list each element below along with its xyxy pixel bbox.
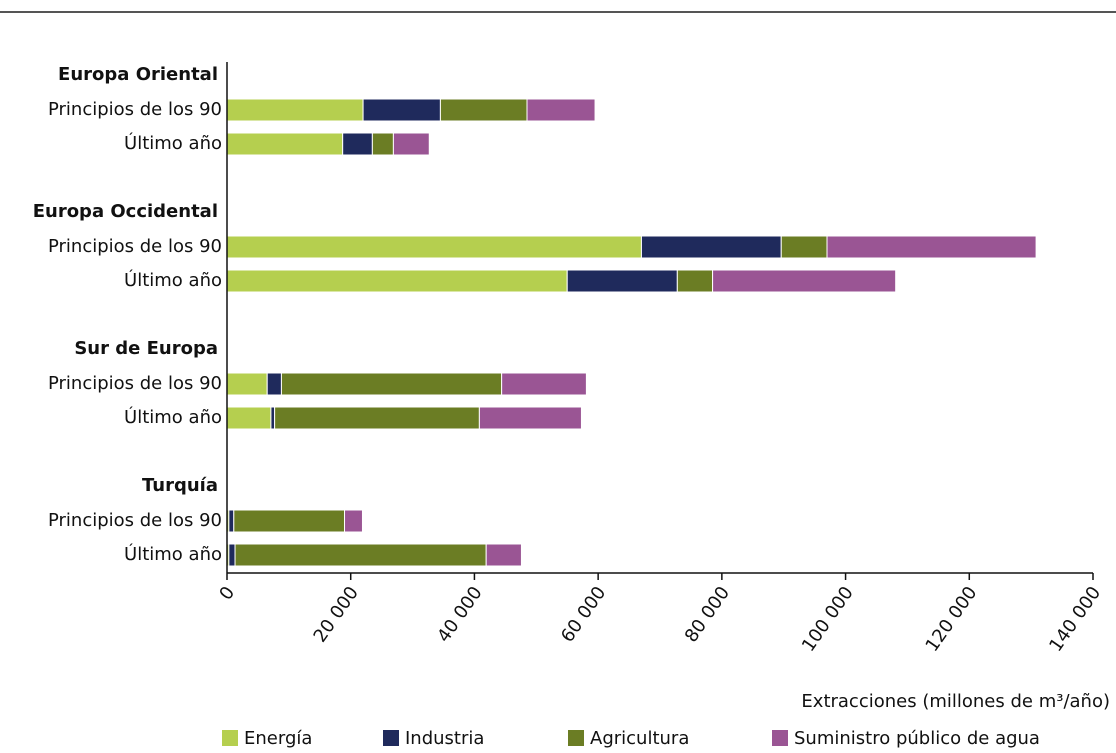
y-tick-label: Último año: [124, 269, 222, 291]
bar-segment: [676, 269, 714, 293]
bar-segment: [226, 235, 642, 259]
x-tick-label: 20 000: [310, 583, 363, 647]
bar-segment: [712, 269, 897, 293]
bar-segment: [485, 543, 522, 567]
bar-segment: [274, 406, 480, 430]
bar-segment: [566, 269, 678, 293]
bar-segment: [478, 406, 582, 430]
legend-label: Energía: [244, 728, 312, 749]
bar-segment: [501, 372, 587, 396]
bar-segment: [371, 132, 394, 156]
x-tick-label: 40 000: [433, 583, 486, 647]
x-tick-label: 60 000: [557, 583, 610, 647]
bar-segment: [226, 98, 364, 122]
x-axis-label: Extracciones (millones de m³/año): [801, 691, 1110, 712]
bar-segment: [270, 406, 276, 430]
y-tick-label: Principios de los 90: [48, 99, 222, 120]
legend-label: Industria: [405, 728, 484, 749]
y-tick-label: Principios de los 90: [48, 373, 222, 394]
bar-segment: [344, 509, 363, 533]
x-tick-label: 0: [215, 583, 239, 604]
group-label: Europa Occidental: [33, 201, 218, 222]
bar-segment: [228, 509, 235, 533]
bar-segment: [226, 406, 272, 430]
legend-label: Agricultura: [590, 728, 689, 749]
bar-segment: [780, 235, 828, 259]
bar-segment: [266, 372, 282, 396]
bar-segment: [226, 132, 344, 156]
legend-label: Suministro público de agua: [794, 728, 1040, 749]
bar-segment: [439, 98, 528, 122]
legend-swatch: [222, 730, 238, 746]
y-tick-label: Último año: [124, 406, 222, 428]
x-tick-label: 100 000: [798, 583, 858, 656]
group-label: Sur de Europa: [74, 338, 218, 359]
x-tick-label: 120 000: [922, 583, 982, 656]
y-tick-label: Principios de los 90: [48, 236, 222, 257]
bar-segment: [342, 132, 373, 156]
bar-segment: [280, 372, 503, 396]
bar-segment: [234, 543, 487, 567]
y-tick-label: Último año: [124, 132, 222, 154]
bar-segment: [226, 372, 268, 396]
bar-segment: [526, 98, 596, 122]
bar-segment: [640, 235, 782, 259]
bar-segment: [233, 509, 346, 533]
bar-segment: [826, 235, 1037, 259]
x-tick-label: 80 000: [681, 583, 734, 647]
x-tick-label: 140 000: [1045, 583, 1105, 656]
legend-swatch: [772, 730, 788, 746]
legend-swatch: [383, 730, 399, 746]
legend-swatch: [568, 730, 584, 746]
bar-segment: [362, 98, 441, 122]
bar-segment: [392, 132, 430, 156]
group-label: Turquía: [142, 475, 218, 496]
bar-segment: [226, 269, 568, 293]
bar-segment: [228, 543, 236, 567]
y-tick-label: Último año: [124, 543, 222, 565]
group-label: Europa Oriental: [58, 64, 218, 85]
y-tick-label: Principios de los 90: [48, 510, 222, 531]
